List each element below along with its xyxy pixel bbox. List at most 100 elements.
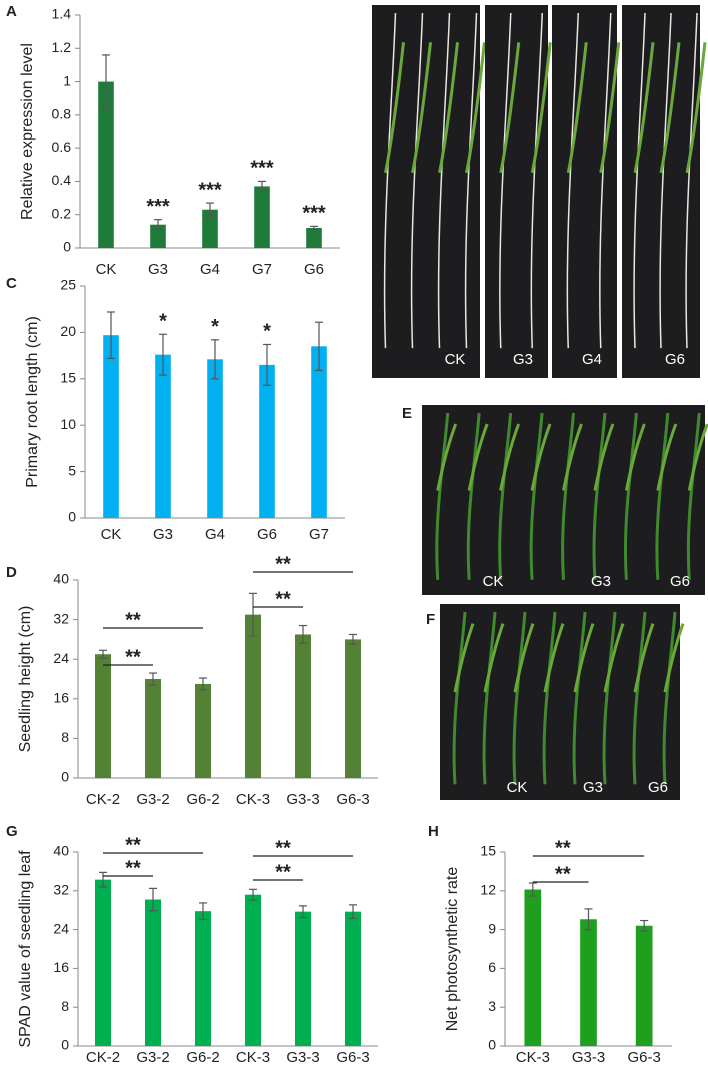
significance: ** [275, 588, 291, 610]
y-tick-label: 1.4 [52, 6, 72, 22]
photo [372, 5, 480, 378]
leaf [513, 623, 535, 693]
y-tick-label: 0 [68, 509, 76, 525]
bar [103, 335, 119, 518]
leaf [530, 423, 552, 491]
y-axis-label: Seedling height (cm) [17, 606, 34, 753]
photo-label: CK [507, 779, 528, 796]
plant [498, 412, 513, 580]
plant [499, 12, 512, 349]
y-tick-label: 1 [63, 72, 71, 88]
x-tick-label: CK-2 [86, 791, 120, 808]
plant [452, 611, 467, 785]
bar [245, 894, 261, 1046]
bar [306, 228, 322, 248]
significance: ** [555, 863, 571, 885]
bar [95, 654, 111, 778]
y-tick-label: 6 [488, 959, 496, 975]
bar [295, 911, 311, 1046]
bar [345, 911, 361, 1046]
x-tick-label: CK [101, 526, 122, 543]
y-axis-label: Net photosynthetic rate [444, 867, 461, 1032]
plant [685, 12, 698, 349]
y-axis-label: Primary root length (cm) [24, 316, 41, 488]
bar [195, 683, 211, 778]
y-tick-label: 0.8 [52, 106, 72, 122]
y-tick-label: 32 [53, 882, 69, 898]
bar [295, 634, 311, 778]
significance: * [263, 321, 271, 343]
leaf [685, 42, 707, 174]
y-tick-label: 0 [61, 769, 69, 785]
leaf [624, 423, 646, 491]
leaf [384, 42, 405, 174]
y-tick-label: 1.2 [52, 39, 72, 55]
x-tick-label: G3-2 [136, 791, 169, 808]
leaf [467, 423, 489, 491]
leaf [659, 42, 681, 174]
significance: * [211, 316, 219, 338]
bar [254, 186, 270, 248]
bar [155, 354, 171, 518]
x-tick-label: G6-2 [186, 791, 219, 808]
significance: ** [125, 857, 141, 879]
y-tick-label: 20 [60, 323, 76, 339]
panel-label: G [6, 823, 18, 840]
plant [566, 12, 579, 349]
y-tick-label: 12 [480, 882, 496, 898]
x-tick-label: G6-3 [336, 791, 369, 808]
y-tick-label: 10 [60, 416, 76, 432]
bar [95, 879, 111, 1046]
leaf [599, 42, 621, 174]
plant [512, 611, 527, 785]
plant [530, 12, 543, 349]
plant [482, 611, 497, 785]
leaf [593, 423, 615, 491]
significance: ** [275, 861, 291, 883]
leaf [530, 42, 552, 174]
photo-label: G4 [582, 351, 602, 368]
significance: *** [302, 203, 326, 225]
plant [602, 611, 617, 785]
plant [632, 611, 647, 785]
photo-label: CK [445, 351, 466, 368]
plant [592, 412, 607, 580]
photo-label: G3 [513, 351, 533, 368]
panel-label: A [6, 3, 17, 20]
photo-label: CK [483, 573, 504, 590]
y-tick-label: 0 [61, 1037, 69, 1053]
significance: *** [250, 158, 274, 180]
significance: ** [125, 834, 141, 856]
bar [98, 81, 114, 248]
y-tick-label: 32 [53, 610, 69, 626]
x-tick-label: G6-3 [627, 1049, 660, 1066]
y-tick-label: 16 [53, 690, 69, 706]
bar [145, 899, 161, 1046]
y-tick-label: 16 [53, 959, 69, 975]
bar [580, 919, 597, 1046]
x-tick-label: G3 [153, 526, 173, 543]
leaf [633, 42, 655, 174]
plant [633, 12, 646, 349]
y-tick-label: 8 [61, 729, 69, 745]
plant [561, 412, 575, 580]
x-tick-label: G7 [309, 526, 329, 543]
panel-label: C [6, 275, 17, 292]
y-tick-label: 15 [480, 843, 496, 859]
y-tick-label: 25 [60, 277, 76, 293]
plant [623, 412, 638, 580]
plant [659, 12, 672, 349]
x-tick-label: G7 [252, 261, 272, 278]
x-tick-label: G6-3 [336, 1049, 369, 1066]
y-tick-label: 0.2 [52, 205, 72, 221]
leaf [453, 623, 475, 693]
bar [259, 364, 275, 518]
y-tick-label: 24 [53, 650, 69, 666]
y-tick-label: 40 [53, 843, 69, 859]
x-tick-label: G4 [205, 526, 225, 543]
photo-label: G3 [583, 779, 603, 796]
significance: ** [275, 837, 291, 859]
x-tick-label: G4 [200, 261, 220, 278]
leaf [633, 623, 655, 693]
plant [529, 412, 544, 580]
